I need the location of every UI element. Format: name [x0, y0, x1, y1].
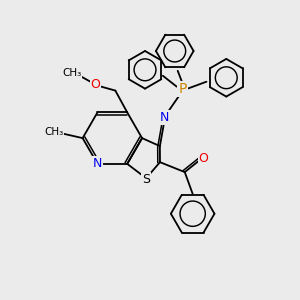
Text: CH₃: CH₃ — [62, 68, 81, 78]
Text: N: N — [93, 158, 102, 170]
Text: O: O — [199, 152, 208, 165]
Text: S: S — [142, 173, 150, 186]
Text: CH₃: CH₃ — [44, 127, 64, 137]
Text: O: O — [91, 78, 100, 91]
Text: P: P — [178, 82, 187, 96]
Text: N: N — [160, 111, 170, 124]
